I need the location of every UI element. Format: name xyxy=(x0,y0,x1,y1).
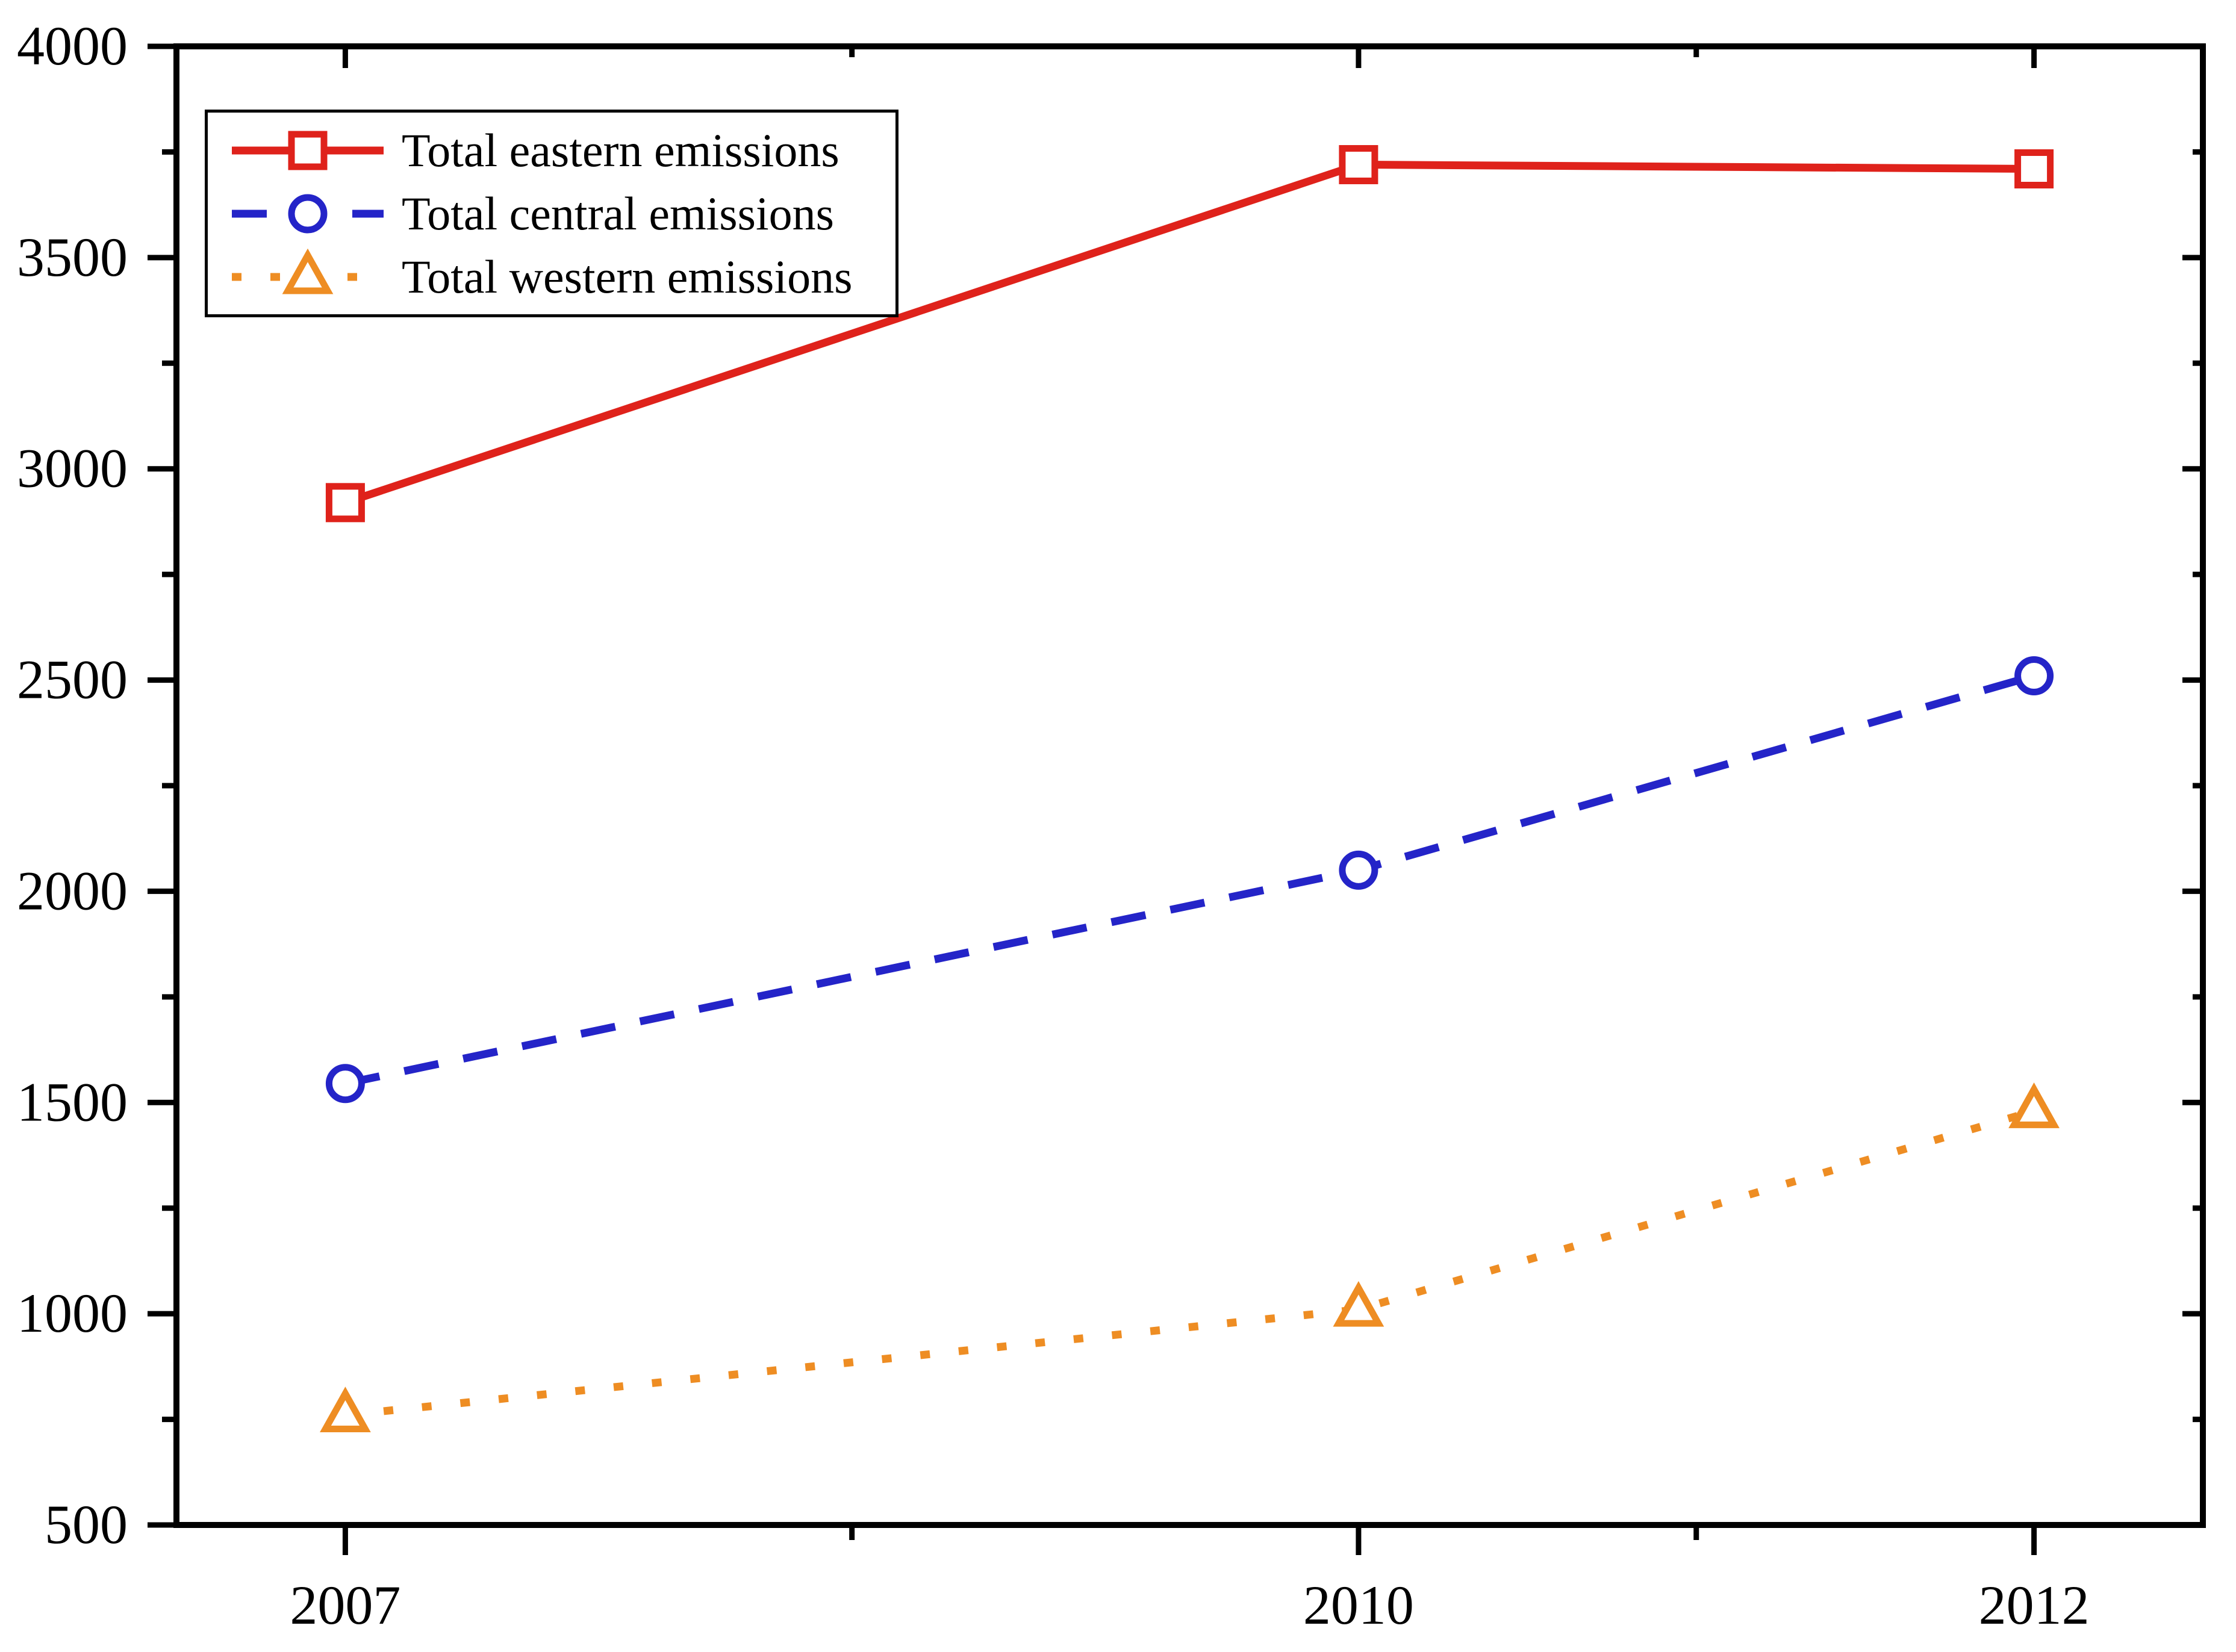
x-axis-tick-label: 2007 xyxy=(290,1574,400,1636)
y-axis-tick-label: 500 xyxy=(45,1494,128,1555)
y-axis-tick-label: 1500 xyxy=(17,1071,128,1132)
legend-label-eastern: Total eastern emissions xyxy=(402,123,839,176)
marker-central xyxy=(325,1064,365,1104)
marker-western xyxy=(1333,1281,1384,1327)
y-axis-tick-label: 1000 xyxy=(17,1282,128,1344)
legend-label-central: Total central emissions xyxy=(402,187,835,240)
series-line-western xyxy=(344,1107,2035,1420)
x-axis-tick-label: 2010 xyxy=(1303,1574,1414,1636)
legend-sample-marker xyxy=(282,248,334,294)
y-axis-tick-label: 2500 xyxy=(17,649,128,710)
marker-eastern xyxy=(325,483,365,523)
series-line-central xyxy=(344,672,2035,1088)
legend-sample-central-icon xyxy=(232,194,384,233)
legend-sample-eastern-icon xyxy=(232,131,384,170)
marker-central xyxy=(2014,656,2054,696)
y-axis-tick-label: 3000 xyxy=(17,438,128,499)
legend-sample-marker xyxy=(288,131,328,170)
legend-item-central: Total central emissions xyxy=(229,184,881,244)
y-axis-tick-label: 3500 xyxy=(17,226,128,288)
marker-central xyxy=(1339,850,1378,890)
legend-item-western: Total western emissions xyxy=(229,247,881,307)
y-axis-tick-label: 2000 xyxy=(17,860,128,921)
legend-sample-western-icon xyxy=(232,248,384,294)
marker-western xyxy=(320,1386,371,1433)
marker-eastern xyxy=(1339,144,1378,184)
x-axis-tick-label: 2012 xyxy=(1979,1574,2090,1636)
marker-eastern xyxy=(2014,149,2054,188)
legend-box: Total eastern emissions Total central em… xyxy=(205,110,898,317)
legend-sample-marker xyxy=(288,194,328,233)
legend-item-eastern: Total eastern emissions xyxy=(229,120,881,181)
marker-western xyxy=(2008,1082,2060,1128)
y-axis-tick-label: 4000 xyxy=(17,15,128,76)
legend-label-western: Total western emissions xyxy=(402,250,853,303)
